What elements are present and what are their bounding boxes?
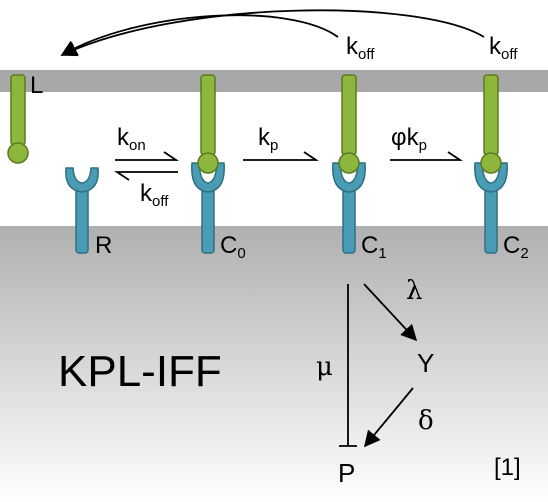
delta-arrow-y-p [363, 387, 414, 448]
label-kon: kon [117, 124, 146, 154]
cytoplasm-region [0, 226, 548, 502]
complex-c0 [191, 74, 225, 254]
label-receptor: R [95, 232, 113, 259]
label-koff-binding: koff [140, 180, 169, 210]
koff-return-arrow-c2 [60, 9, 485, 57]
label-kp: kp [258, 124, 279, 154]
citation: [1] [494, 454, 521, 481]
label-species-y: Y [417, 348, 435, 378]
label-phi-kp: φkp [391, 124, 427, 154]
label-c0: C0 [220, 232, 246, 262]
label-c1: C1 [361, 232, 387, 262]
koff-return-arrow-c1 [60, 14, 339, 56]
label-delta: δ [418, 406, 434, 436]
label-species-p: P [338, 458, 356, 488]
kp-arrow-c0-c1 [243, 151, 319, 161]
label-koff-c2: koff [489, 33, 518, 63]
diagram-title: KPL-IFF [58, 347, 222, 396]
free-ligand [7, 74, 29, 164]
complex-c1 [332, 74, 366, 254]
complex-c2 [474, 74, 508, 254]
label-lambda: λ [406, 276, 423, 306]
label-ligand: L [30, 72, 44, 99]
outer-membrane [0, 70, 548, 92]
label-c2: C2 [503, 232, 529, 262]
binding-equilibrium-arrows [114, 151, 179, 181]
label-koff-c1: koff [346, 33, 375, 63]
lambda-arrow-c1-y [363, 283, 418, 342]
label-mu: μ [316, 352, 333, 382]
free-receptor [65, 167, 99, 254]
phi-kp-arrow-c1-c2 [390, 151, 463, 161]
mu-inhibition-c1-p [339, 284, 357, 447]
